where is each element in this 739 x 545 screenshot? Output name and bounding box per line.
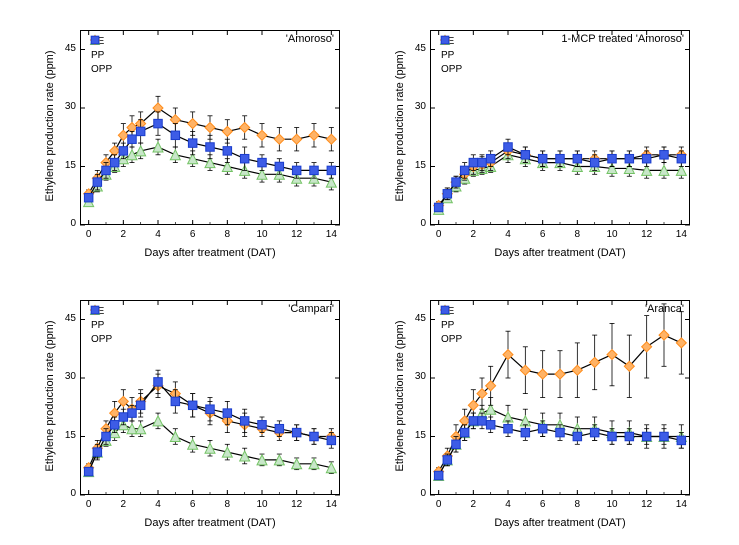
x-tick-label: 12: [289, 229, 305, 240]
y-axis-label: Ethylene production rate (ppm): [44, 26, 56, 226]
legend-marker-icon: [88, 34, 102, 46]
legend-item: OPP: [438, 332, 462, 346]
x-tick-label: 4: [150, 499, 166, 510]
x-axis-label: Days after treatment (DAT): [80, 517, 340, 529]
x-tick-label: 8: [569, 499, 585, 510]
x-tick-label: 0: [81, 229, 97, 240]
legend-label: PP: [441, 50, 454, 61]
x-axis-label: Days after treatment (DAT): [80, 247, 340, 259]
legend-item: PP: [438, 48, 462, 62]
figure: Ethylene production rate (ppm) Days after…: [0, 0, 739, 545]
legend: PEPPOPP: [88, 34, 112, 76]
legend-label: OPP: [91, 334, 112, 345]
y-axis-label: Ethylene production rate (ppm): [394, 296, 406, 496]
plot-svg: [80, 30, 340, 225]
legend-item: OPP: [88, 332, 112, 346]
y-tick-label: 0: [54, 488, 76, 499]
y-tick-label: 30: [404, 101, 426, 112]
y-tick-label: 15: [54, 430, 76, 441]
x-tick-label: 8: [219, 499, 235, 510]
x-tick-label: 10: [254, 229, 270, 240]
legend-item: OPP: [88, 62, 112, 76]
legend-item: OPP: [438, 62, 462, 76]
legend-item: PP: [438, 318, 462, 332]
y-tick-label: 15: [404, 430, 426, 441]
x-tick-label: 0: [431, 499, 447, 510]
legend-label: PP: [91, 320, 104, 331]
x-tick-label: 6: [185, 499, 201, 510]
x-tick-label: 14: [323, 229, 339, 240]
panel-aranca: Ethylene production rate (ppm)Days after…: [430, 300, 690, 495]
x-tick-label: 14: [673, 229, 689, 240]
x-tick-label: 14: [323, 499, 339, 510]
x-tick-label: 0: [81, 499, 97, 510]
x-tick-label: 6: [535, 499, 551, 510]
panel-mcp_amoroso: Ethylene production rate (ppm)Days after…: [430, 30, 690, 225]
legend-marker-icon: [438, 304, 452, 316]
legend-item: PP: [88, 318, 112, 332]
legend-label: OPP: [91, 64, 112, 75]
x-tick-label: 2: [465, 499, 481, 510]
x-tick-label: 10: [604, 499, 620, 510]
y-tick-label: 45: [404, 313, 426, 324]
legend-marker-icon: [438, 34, 452, 46]
x-tick-label: 12: [289, 499, 305, 510]
legend-label: PP: [91, 50, 104, 61]
x-tick-label: 14: [673, 499, 689, 510]
plot-svg: [430, 30, 690, 225]
panel-campari: Ethylene production rate (ppm)Days after…: [80, 300, 340, 495]
y-axis-label: Ethylene production rate (ppm): [44, 296, 56, 496]
panel-amoroso: Ethylene production rate (ppm)Days after…: [80, 30, 340, 225]
y-tick-label: 45: [404, 43, 426, 54]
x-tick-label: 10: [254, 499, 270, 510]
y-tick-label: 0: [54, 218, 76, 229]
y-tick-label: 30: [54, 371, 76, 382]
legend: PEPPOPP: [438, 304, 462, 346]
legend: PEPPOPP: [88, 304, 112, 346]
x-tick-label: 8: [219, 229, 235, 240]
legend-item: PP: [88, 48, 112, 62]
y-tick-label: 0: [404, 218, 426, 229]
x-tick-label: 4: [500, 229, 516, 240]
x-tick-label: 2: [115, 499, 131, 510]
y-tick-label: 15: [404, 160, 426, 171]
y-tick-label: 45: [54, 43, 76, 54]
legend-marker-icon: [88, 304, 102, 316]
x-axis-label: Days after treatment (DAT): [430, 517, 690, 529]
x-tick-label: 4: [500, 499, 516, 510]
x-tick-label: 2: [465, 229, 481, 240]
y-tick-label: 15: [54, 160, 76, 171]
x-tick-label: 0: [431, 229, 447, 240]
x-tick-label: 6: [185, 229, 201, 240]
x-tick-label: 6: [535, 229, 551, 240]
y-tick-label: 30: [404, 371, 426, 382]
y-tick-label: 0: [404, 488, 426, 499]
plot-svg: [430, 300, 690, 495]
y-axis-label: Ethylene production rate (ppm): [394, 26, 406, 226]
x-tick-label: 10: [604, 229, 620, 240]
x-tick-label: 8: [569, 229, 585, 240]
plot-svg: [80, 300, 340, 495]
x-tick-label: 2: [115, 229, 131, 240]
legend-label: PP: [441, 320, 454, 331]
legend-label: OPP: [441, 64, 462, 75]
y-tick-label: 45: [54, 313, 76, 324]
y-tick-label: 30: [54, 101, 76, 112]
x-tick-label: 12: [639, 499, 655, 510]
legend-label: OPP: [441, 334, 462, 345]
x-tick-label: 4: [150, 229, 166, 240]
legend: PEPPOPP: [438, 34, 462, 76]
x-axis-label: Days after treatment (DAT): [430, 247, 690, 259]
x-tick-label: 12: [639, 229, 655, 240]
